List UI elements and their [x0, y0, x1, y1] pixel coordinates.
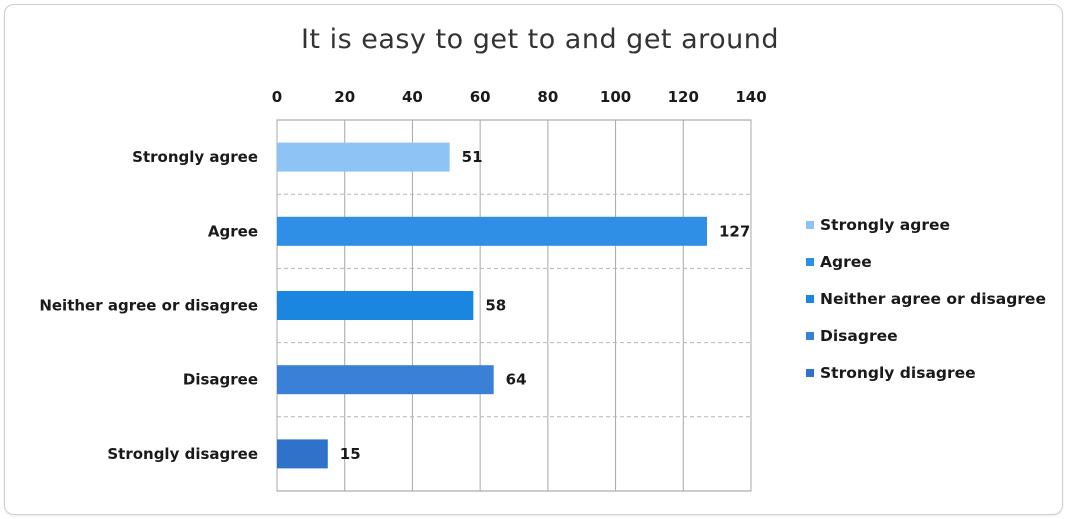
legend-item: Disagree: [806, 317, 1046, 354]
data-label: 64: [506, 371, 527, 389]
category-label: Disagree: [183, 371, 258, 389]
legend-label: Neither agree or disagree: [820, 289, 1046, 308]
chart-title: It is easy to get to and get around: [300, 24, 780, 55]
legend-item: Neither agree or disagree: [806, 281, 1046, 318]
bar: [277, 142, 450, 172]
data-label: 58: [485, 297, 506, 315]
legend-swatch-disagree: [806, 331, 814, 340]
category-label: Strongly disagree: [107, 445, 258, 463]
legend-swatch-strongly-disagree: [806, 368, 814, 377]
legend-label: Disagree: [820, 326, 898, 345]
category-label: Neither agree or disagree: [39, 297, 258, 315]
x-tick-label: 40: [402, 88, 423, 106]
x-tick-label: 20: [334, 88, 355, 106]
legend-swatch-neither: [806, 294, 814, 303]
category-label: Agree: [208, 222, 258, 240]
x-tick-label: 120: [668, 88, 699, 106]
data-label: 15: [340, 445, 361, 463]
bar: [277, 291, 474, 320]
legend-item: Strongly disagree: [806, 354, 1046, 391]
data-label: 51: [462, 148, 483, 166]
legend: Strongly agree Agree Neither agree or di…: [806, 207, 1046, 391]
legend-swatch-agree: [806, 258, 814, 267]
bar: [277, 216, 707, 246]
x-tick-label: 0: [272, 88, 282, 106]
bar: [277, 365, 494, 395]
bar: [277, 439, 328, 469]
x-tick-label: 100: [600, 88, 631, 106]
category-label: Strongly agree: [132, 148, 258, 166]
legend-swatch-strongly-agree: [806, 221, 814, 230]
legend-item: Agree: [806, 244, 1046, 281]
x-tick-label: 140: [735, 88, 766, 106]
legend-label: Strongly agree: [820, 216, 951, 235]
data-label: 127: [719, 222, 750, 240]
x-tick-label: 80: [537, 88, 558, 106]
x-tick-label: 60: [470, 88, 491, 106]
legend-item: Strongly agree: [806, 207, 1046, 244]
legend-label: Agree: [820, 253, 872, 272]
legend-label: Strongly disagree: [820, 363, 976, 382]
